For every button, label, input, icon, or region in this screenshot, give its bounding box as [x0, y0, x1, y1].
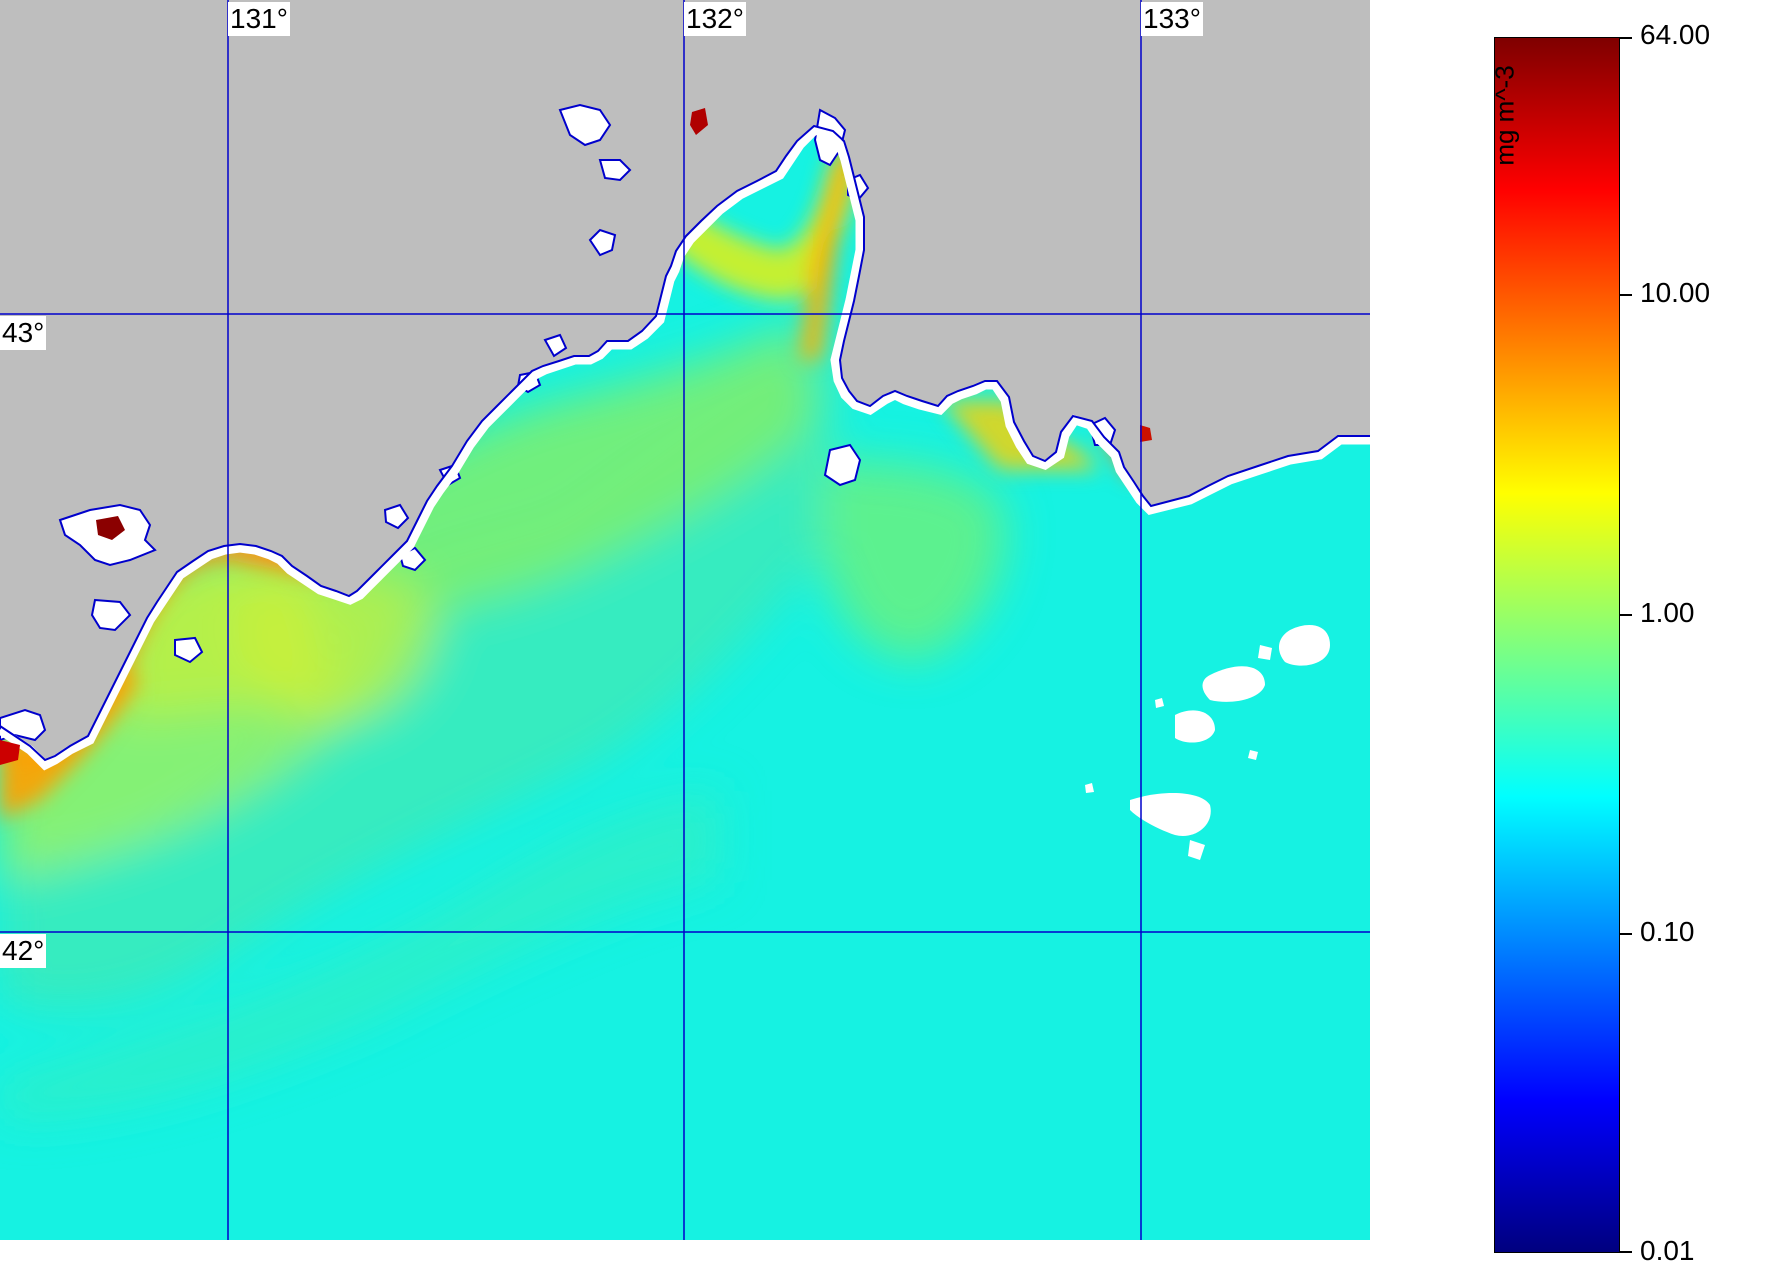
lat-label-43: 43° — [0, 316, 47, 350]
graticule — [0, 0, 1370, 1240]
land — [0, 0, 1370, 765]
colorbar — [1494, 37, 1620, 1253]
colorbar-tick-label: 10.00 — [1640, 277, 1711, 308]
colorbar-tick-label: 0.10 — [1640, 916, 1695, 947]
colorbar-tick — [1620, 933, 1632, 935]
colorbar-tick — [1620, 294, 1632, 296]
bloom-hotspots — [0, 108, 1152, 765]
chlorophyll-map: 131° 132° 133° 43° 42° — [0, 0, 1370, 1240]
lon-label-133: 133° — [1141, 2, 1203, 36]
map-canvas — [0, 0, 1370, 1240]
colorbar-tick-label: 1.00 — [1640, 597, 1695, 628]
colorbar-tick-label: 64.00 — [1640, 19, 1711, 50]
cloud-patches — [1085, 625, 1330, 860]
colorbar-tick — [1620, 614, 1632, 616]
colorbar-tick — [1620, 37, 1632, 39]
colorbar-unit-label: mg m^-3 — [1489, 65, 1520, 166]
land-upper — [640, 110, 700, 150]
lon-label-132: 132° — [684, 2, 746, 36]
lon-label-131: 131° — [228, 2, 290, 36]
coastline-edge — [0, 124, 1370, 762]
colorbar-tick — [1620, 1251, 1632, 1253]
colorbar-tick-label: 0.01 — [1640, 1235, 1695, 1266]
coastline — [0, 124, 1370, 771]
chlorophyll-field — [0, 320, 1006, 1120]
lat-label-42: 42° — [0, 934, 47, 968]
